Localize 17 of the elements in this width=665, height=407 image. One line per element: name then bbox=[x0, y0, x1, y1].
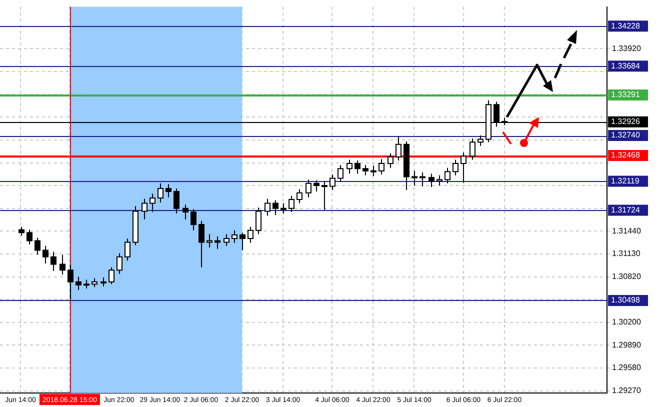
ref-line-label: 1.30498 bbox=[611, 296, 640, 305]
ref-line-label: 1.32119 bbox=[611, 176, 640, 186]
y-tick-label: 1.29580 bbox=[612, 363, 642, 372]
ref-line-label: 1.33291 bbox=[611, 90, 640, 100]
ref-line-label: 1.32740 bbox=[611, 130, 640, 140]
y-tick-label: 1.30200 bbox=[612, 318, 642, 327]
ref-line-label: 1.32468 bbox=[611, 150, 640, 160]
ref-line-label: 1.32926 bbox=[611, 117, 640, 126]
y-tick-label: 1.31440 bbox=[612, 226, 642, 236]
ref-line-label: 1.34228 bbox=[611, 21, 640, 30]
y-tick-label: 1.29270 bbox=[612, 386, 642, 395]
ref-line-label: 1.33684 bbox=[611, 61, 640, 70]
y-tick-label: 1.30820 bbox=[612, 272, 642, 281]
y-tick-label: 1.31130 bbox=[612, 249, 641, 258]
y-tick-label: 1.33920 bbox=[612, 44, 642, 53]
y-tick-label: 1.29890 bbox=[612, 340, 642, 350]
ref-line-label: 1.31724 bbox=[611, 205, 640, 214]
